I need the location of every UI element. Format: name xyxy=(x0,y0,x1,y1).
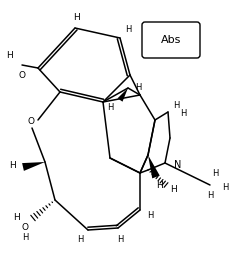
FancyBboxPatch shape xyxy=(142,22,200,58)
Text: H: H xyxy=(212,168,218,178)
Polygon shape xyxy=(148,155,160,178)
Text: H: H xyxy=(107,104,113,112)
Text: H: H xyxy=(74,13,80,23)
Text: H: H xyxy=(147,211,153,220)
Text: H: H xyxy=(14,214,20,222)
Text: H: H xyxy=(173,101,179,111)
Text: Abs: Abs xyxy=(161,35,181,45)
Text: H: H xyxy=(135,83,141,91)
Text: H: H xyxy=(10,161,16,169)
Text: H: H xyxy=(22,233,28,242)
Text: H: H xyxy=(157,180,163,189)
Text: O: O xyxy=(18,70,26,80)
Polygon shape xyxy=(118,88,128,102)
Text: H: H xyxy=(7,51,13,59)
Text: H: H xyxy=(171,186,177,194)
Text: O: O xyxy=(22,224,28,232)
Text: H: H xyxy=(222,182,228,192)
Text: N: N xyxy=(174,160,182,170)
Text: H: H xyxy=(77,235,83,245)
Text: H: H xyxy=(125,26,131,34)
Text: H: H xyxy=(117,235,123,245)
Polygon shape xyxy=(22,162,45,171)
Text: O: O xyxy=(28,118,35,126)
Text: H: H xyxy=(180,109,186,119)
Text: H: H xyxy=(207,190,213,200)
